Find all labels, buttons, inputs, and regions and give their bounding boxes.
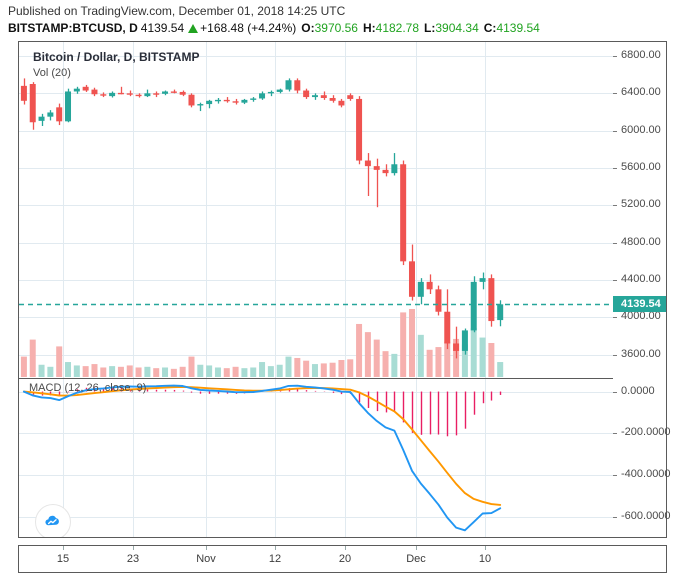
time-tick-label: 10 bbox=[478, 553, 492, 565]
macd-tick: -400.0000 bbox=[621, 468, 671, 481]
time-tick-mark bbox=[345, 546, 346, 550]
current-price-badge: 4139.54 bbox=[613, 296, 666, 313]
low-value: 3904.34 bbox=[435, 21, 479, 35]
macd-tick-dash bbox=[613, 475, 617, 477]
price-tick: 5600.00 bbox=[621, 161, 661, 173]
time-tick-mark bbox=[133, 546, 134, 550]
time-tick-label: 12 bbox=[268, 553, 282, 565]
logo-glyph-icon bbox=[45, 515, 59, 526]
price-tick-dash bbox=[613, 242, 617, 244]
symbol-label: BITSTAMP:BTCUSD, D bbox=[8, 21, 138, 35]
low-label: L: bbox=[424, 21, 436, 35]
time-tick-mark bbox=[63, 546, 64, 550]
time-tick-label: 20 bbox=[338, 553, 352, 565]
volume-legend: Vol (20) bbox=[33, 67, 71, 79]
panel-divider bbox=[19, 378, 613, 379]
chart-svg bbox=[19, 42, 613, 537]
price-tick: 3600.00 bbox=[621, 347, 661, 360]
time-tick-label: Nov bbox=[196, 553, 216, 565]
price-tick-dash bbox=[613, 168, 617, 169]
macd-tick: 0.0000 bbox=[621, 384, 655, 397]
price-tick: 6000.00 bbox=[621, 123, 661, 136]
price-tick-dash bbox=[613, 280, 617, 281]
price-tick-dash bbox=[613, 93, 617, 95]
up-triangle-icon bbox=[188, 24, 199, 33]
chart-canvas[interactable]: Bitcoin / Dollar, D, BITSTAMP Vol (20) M… bbox=[18, 41, 613, 538]
price-tick: 5200.00 bbox=[621, 198, 661, 211]
published-line: Published on TradingView.com, December 0… bbox=[8, 4, 346, 18]
chart-legend-title: Bitcoin / Dollar, D, BITSTAMP bbox=[33, 50, 200, 64]
price-tick-dash bbox=[613, 56, 617, 57]
high-label: H: bbox=[362, 21, 376, 35]
last-price: 4139.54 bbox=[140, 21, 185, 35]
price-tick: 4400.00 bbox=[621, 273, 661, 285]
price-tick-dash bbox=[613, 205, 617, 207]
quote-line: BITSTAMP:BTCUSD, D 4139.54 +168.48 (+4.24%… bbox=[8, 21, 540, 35]
close-value: 4139.54 bbox=[496, 21, 540, 35]
price-tick-dash bbox=[613, 354, 617, 356]
price-tick: 6800.00 bbox=[621, 49, 661, 61]
header-bar: Published on TradingView.com, December 0… bbox=[0, 0, 685, 41]
macd-tick: -600.0000 bbox=[621, 510, 671, 523]
high-value: 4182.78 bbox=[375, 21, 420, 35]
price-tick: 4000.00 bbox=[621, 310, 661, 323]
macd-tick-dash bbox=[613, 433, 617, 435]
price-axis[interactable]: 6800.00 6400.00 6000.00 5600.00 5200.00 4800.… bbox=[613, 41, 671, 538]
tradingview-logo bbox=[35, 504, 71, 537]
price-tick: 6400.00 bbox=[621, 86, 661, 99]
macd-tick-dash bbox=[613, 517, 617, 519]
open-value: 3970.56 bbox=[314, 21, 358, 35]
open-label: O: bbox=[301, 21, 315, 35]
macd-tick: -200.0000 bbox=[621, 426, 671, 439]
price-tick-dash bbox=[613, 317, 617, 319]
macd-legend: MACD (12, 26, close, 9) bbox=[29, 382, 147, 394]
time-tick-label: 15 bbox=[56, 553, 70, 565]
time-axis[interactable]: 15 23 Nov 12 20 Dec 10 bbox=[18, 545, 667, 573]
price-tick-dash bbox=[613, 130, 617, 132]
change-value: +168.48 (+4.24%) bbox=[200, 21, 297, 35]
time-tick-mark bbox=[485, 546, 486, 550]
time-tick-mark bbox=[206, 546, 207, 550]
macd-tick-dash bbox=[613, 391, 617, 393]
time-tick-mark bbox=[275, 546, 276, 550]
time-tick-mark bbox=[416, 546, 417, 550]
close-label: C: bbox=[483, 21, 497, 35]
price-tick: 4800.00 bbox=[621, 235, 661, 248]
time-tick-label: 23 bbox=[126, 553, 140, 565]
time-tick-label: Dec bbox=[406, 553, 426, 565]
